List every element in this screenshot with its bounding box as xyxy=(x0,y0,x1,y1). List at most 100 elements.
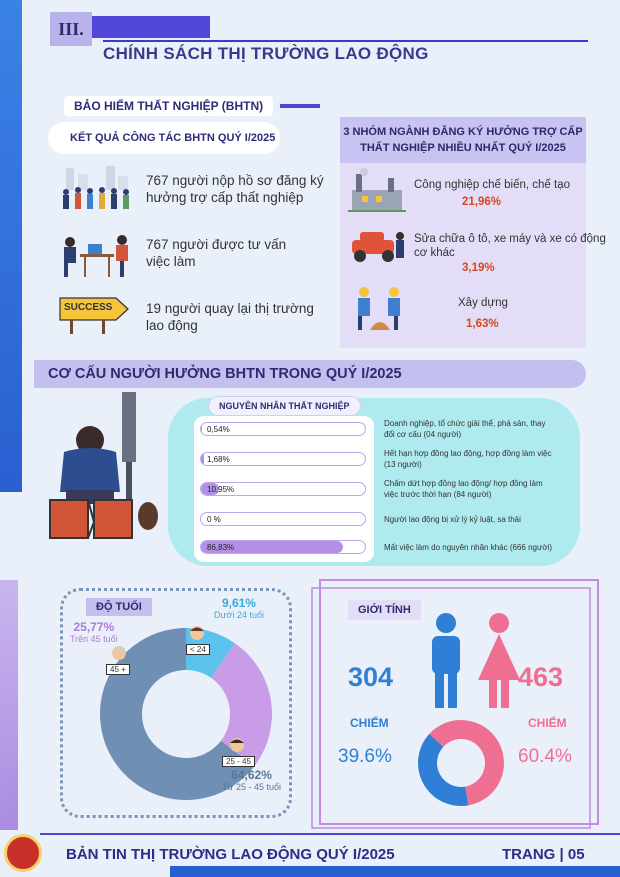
construction-icon xyxy=(358,287,400,330)
age-25-45-pct: 64,62% xyxy=(231,768,272,782)
cause-description-line1: Hết hạn hợp đồng lao động, hợp đồng làm … xyxy=(384,449,552,458)
stat-returned: 19 người quay lại thị trường lao động xyxy=(146,300,314,334)
age-label-25-45: 64,62% Từ 25 - 45 tuổi xyxy=(222,768,281,792)
stat-consulted-line1: 767 người được tư vấn xyxy=(146,237,287,252)
cause-bar: 10,95% xyxy=(200,482,366,496)
footer-title: BẢN TIN THỊ TRƯỜNG LAO ĐỘNG QUÝ I/2025 xyxy=(66,846,395,863)
age-label-under24: 9,61% Dưới 24 tuổi xyxy=(214,596,264,620)
header-bar xyxy=(92,16,210,38)
bhtn-bar xyxy=(280,104,320,108)
female-label: CHIẾM xyxy=(528,716,567,730)
success-sign-icon: SUCCESS xyxy=(58,296,130,334)
footer-line xyxy=(40,833,620,835)
success-sign-text: SUCCESS xyxy=(64,302,113,313)
cause-description: Chấm dứt hợp đồng lao động/ hợp đồng làm… xyxy=(384,478,579,500)
gender-frame xyxy=(311,579,599,829)
donut-slice-2 xyxy=(429,720,504,806)
cause-description-line1: Mất việc làm do nguyên nhân khác (666 ng… xyxy=(384,543,553,552)
age-25-45-badge: 25 - 45 xyxy=(222,756,255,767)
age-under24-avatar xyxy=(186,624,208,644)
cause-bar: 0 % xyxy=(200,512,366,526)
stat-consulted: 767 người được tư vấn việc làm xyxy=(146,236,286,270)
male-count: 304 xyxy=(348,662,394,692)
group-item-1: Công nghiệp chế biến, chế tạo xyxy=(414,178,570,192)
cause-bar-fill xyxy=(201,541,344,553)
cause-description-line1: Người lao động bị xử lý kỷ luật, sa thải xyxy=(384,515,521,524)
section-number: III. xyxy=(50,12,92,46)
group-item-2-name: Sửa chữa ô tô, xe máy và xe có động xyxy=(414,233,606,245)
cause-percent: 10,95% xyxy=(207,485,235,494)
header-line xyxy=(103,40,588,42)
donut-slice-1 xyxy=(418,733,469,806)
female-icon xyxy=(478,613,520,708)
donut-slice-2 xyxy=(210,643,272,767)
group-item-1-name: Công nghiệp chế biến, chế tạo xyxy=(414,179,571,191)
cause-description: Doanh nghiệp, tổ chức giải thể, phá sản,… xyxy=(384,418,579,440)
male-pct: 39.6% xyxy=(338,746,392,767)
car-repair-icon xyxy=(352,232,404,262)
elderly-person-icon xyxy=(112,646,126,660)
cause-bar: 0,54% xyxy=(200,422,366,436)
bhtn-label: BẢO HIỂM THẤT NGHIỆP (BHTN) xyxy=(64,96,274,116)
age-25-45-desc: Từ 25 - 45 tuổi xyxy=(222,782,282,792)
factory-icon xyxy=(348,168,406,212)
age-panel xyxy=(60,588,292,818)
cause-bar: 86,83% xyxy=(200,540,366,554)
group-item-3-name: Xây dựng xyxy=(458,297,508,309)
unemployed-man-illustration xyxy=(49,392,158,539)
age-donut-chart xyxy=(99,628,272,800)
footer-bar xyxy=(170,866,620,877)
structure-title: CƠ CẤU NGƯỜI HƯỞNG BHTN TRONG QUÝ I/2025 xyxy=(34,360,586,388)
cause-description-line1: Doanh nghiệp, tổ chức giải thể, phá sản,… xyxy=(384,419,546,428)
cause-description: Hết hạn hợp đồng lao động, hợp đồng làm … xyxy=(384,448,579,470)
group-item-2-value: 3,19% xyxy=(462,262,495,274)
female-count: 463 xyxy=(518,662,564,692)
section-title: CHÍNH SÁCH THỊ TRƯỜNG LAO ĐỘNG xyxy=(103,44,429,63)
stat-registered-line2: hưởng trợ cấp thất nghiệp xyxy=(146,190,304,205)
age-under24-pct: 9,61% xyxy=(221,596,256,610)
cause-percent: 1,68% xyxy=(207,455,230,464)
cause-description-line1: Chấm dứt hợp đồng lao động/ hợp đồng làm xyxy=(384,479,543,488)
cause-description-line2: (13 người) xyxy=(384,460,422,469)
age-under24-badge: < 24 xyxy=(186,644,210,655)
group-item-2: Sửa chữa ô tô, xe máy và xe có động cơ k… xyxy=(414,232,606,260)
cause-bar-fill xyxy=(201,453,204,465)
cause-description-line2: việc trước thời hạn (84 người) xyxy=(384,490,492,499)
age-over45-desc: Trên 45 tuổi xyxy=(70,634,118,644)
cause-bar: 1,68% xyxy=(200,452,366,466)
donut-slice-1 xyxy=(186,628,235,678)
male-label: CHIẾM xyxy=(350,716,389,730)
cause-description: Mất việc làm do nguyên nhân khác (666 ng… xyxy=(384,542,579,553)
stat-returned-line1: 19 người quay lại thị trường xyxy=(146,301,314,316)
age-over45-pct: 25,77% xyxy=(73,620,115,634)
age-25-45-avatar xyxy=(226,736,248,756)
cause-description: Người lao động bị xử lý kỷ luật, sa thải xyxy=(384,514,579,525)
causes-title: NGUYÊN NHÂN THẤT NGHIỆP xyxy=(208,396,361,416)
group-item-3-value: 1,63% xyxy=(466,318,499,330)
groups-title: 3 NHÓM NGÀNH ĐĂNG KÝ HƯỞNG TRỢ CẤP THẤT … xyxy=(340,117,586,163)
cause-description-line2: đổi cơ cấu (04 người) xyxy=(384,430,462,439)
cause-percent: 0 % xyxy=(207,515,221,524)
age-label-over45: 25,77% Trên 45 tuổi xyxy=(70,620,118,644)
group-item-1-value: 21,96% xyxy=(462,196,502,208)
gender-donut-chart xyxy=(418,720,504,806)
result-title: KẾT QUẢ CÔNG TÁC BHTN QUÝ I/2025 xyxy=(48,122,280,154)
young-person-icon xyxy=(190,626,204,640)
cause-bar-fill xyxy=(201,423,202,435)
consulting-icon xyxy=(64,235,128,277)
page-number: TRANG | 05 xyxy=(502,846,585,863)
groups-title-line2: THẤT NGHIỆP NHIỀU NHẤT QUÝ I/2025 xyxy=(360,142,566,154)
stat-registered-line1: 767 người nộp hồ sơ đăng ký xyxy=(146,173,324,188)
left-accent-stripe-lower xyxy=(0,580,18,830)
stat-consulted-line2: việc làm xyxy=(146,254,196,269)
stat-returned-line2: lao động xyxy=(146,318,198,333)
age-over45-avatar xyxy=(108,644,130,664)
cause-percent: 86,83% xyxy=(207,543,235,552)
female-pct: 60.4% xyxy=(518,746,572,767)
donut-slice-3 xyxy=(99,628,255,800)
age-under24-desc: Dưới 24 tuổi xyxy=(214,610,264,620)
cause-bar-fill xyxy=(201,483,219,495)
age-over45-badge: 45 + xyxy=(106,664,130,675)
publisher-logo xyxy=(4,834,42,872)
group-item-2-name2: cơ khác xyxy=(414,247,455,259)
